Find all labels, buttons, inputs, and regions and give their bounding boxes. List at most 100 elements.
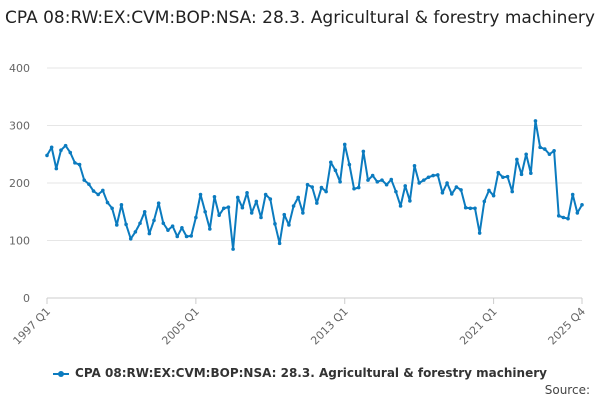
data-point[interactable] [184, 234, 189, 239]
data-point[interactable] [552, 149, 556, 153]
data-point[interactable] [482, 199, 487, 204]
data-point[interactable] [212, 195, 217, 199]
data-point[interactable] [529, 171, 533, 176]
data-point[interactable] [138, 221, 142, 226]
data-point[interactable] [370, 173, 375, 178]
data-point[interactable] [277, 241, 282, 246]
data-point[interactable] [422, 178, 426, 182]
data-point[interactable] [254, 199, 259, 204]
data-point[interactable] [96, 192, 100, 197]
data-point[interactable] [110, 206, 114, 211]
data-point[interactable] [435, 173, 440, 177]
data-point[interactable] [119, 203, 124, 207]
data-point[interactable] [263, 192, 268, 197]
data-point[interactable] [328, 160, 333, 165]
data-point[interactable] [77, 162, 82, 167]
data-point[interactable] [454, 185, 459, 189]
data-point[interactable] [63, 143, 68, 148]
data-point[interactable] [342, 142, 347, 147]
data-point[interactable] [477, 231, 482, 235]
data-point[interactable] [519, 172, 524, 177]
data-point[interactable] [333, 168, 338, 173]
data-point[interactable] [440, 190, 445, 195]
data-point[interactable] [296, 195, 301, 200]
data-point[interactable] [556, 213, 561, 218]
data-point[interactable] [101, 188, 105, 193]
data-point[interactable] [524, 152, 528, 157]
data-point[interactable] [54, 166, 59, 171]
data-point[interactable] [73, 161, 77, 165]
data-point[interactable] [501, 175, 505, 180]
data-point[interactable] [128, 236, 133, 241]
data-point[interactable] [496, 170, 501, 175]
data-point[interactable] [356, 185, 361, 190]
data-point[interactable] [249, 211, 254, 215]
data-point[interactable] [547, 152, 552, 157]
data-point[interactable] [180, 226, 184, 230]
data-point[interactable] [533, 119, 538, 123]
data-point[interactable] [87, 182, 91, 186]
data-point[interactable] [510, 189, 515, 194]
data-point[interactable] [305, 182, 310, 187]
data-point[interactable] [235, 195, 240, 200]
data-point[interactable] [445, 181, 449, 185]
data-point[interactable] [366, 178, 370, 182]
data-point[interactable] [324, 189, 328, 194]
data-point[interactable] [542, 147, 547, 151]
data-point[interactable] [459, 188, 463, 192]
data-point[interactable] [352, 186, 356, 191]
data-point[interactable] [566, 216, 570, 221]
data-point[interactable] [226, 205, 231, 209]
data-point[interactable] [398, 204, 403, 208]
data-point[interactable] [194, 215, 198, 220]
data-point[interactable] [315, 201, 319, 205]
data-point[interactable] [68, 150, 73, 155]
data-point[interactable] [426, 175, 431, 180]
data-point[interactable] [166, 228, 170, 232]
data-point[interactable] [59, 148, 63, 153]
data-point[interactable] [142, 209, 147, 214]
data-point[interactable] [468, 206, 473, 211]
data-point[interactable] [152, 218, 156, 223]
data-point[interactable] [570, 192, 575, 197]
data-point[interactable] [189, 234, 194, 238]
data-point[interactable] [338, 180, 342, 184]
data-point[interactable] [580, 203, 584, 207]
data-point[interactable] [515, 157, 519, 162]
data-point[interactable] [259, 215, 263, 220]
data-point[interactable] [389, 177, 394, 182]
data-point[interactable] [114, 223, 119, 227]
data-point[interactable] [268, 197, 273, 201]
data-point[interactable] [319, 185, 324, 190]
data-point[interactable] [291, 204, 296, 208]
data-point[interactable] [380, 178, 384, 182]
data-point[interactable] [449, 192, 454, 196]
data-point[interactable] [147, 231, 152, 236]
data-point[interactable] [49, 145, 54, 150]
data-point[interactable] [156, 201, 161, 205]
data-point[interactable] [505, 174, 510, 179]
data-point[interactable] [240, 205, 245, 210]
data-point[interactable] [287, 223, 291, 227]
data-point[interactable] [82, 178, 87, 182]
data-point[interactable] [561, 215, 566, 220]
data-point[interactable] [487, 188, 491, 193]
data-point[interactable] [133, 230, 138, 234]
data-point[interactable] [175, 234, 180, 239]
data-point[interactable] [91, 189, 96, 193]
data-point[interactable] [105, 200, 110, 205]
data-point[interactable] [310, 185, 314, 189]
data-point[interactable] [347, 162, 352, 167]
data-point[interactable] [538, 145, 542, 150]
data-point[interactable] [231, 247, 235, 251]
data-point[interactable] [361, 149, 366, 154]
data-point[interactable] [161, 221, 166, 226]
data-point[interactable] [282, 212, 287, 217]
data-point[interactable] [431, 173, 435, 178]
data-point[interactable] [217, 213, 221, 217]
data-point[interactable] [384, 182, 389, 187]
data-point[interactable] [375, 180, 380, 184]
data-point[interactable] [208, 227, 212, 231]
data-point[interactable] [408, 199, 412, 203]
data-point[interactable] [45, 153, 49, 158]
